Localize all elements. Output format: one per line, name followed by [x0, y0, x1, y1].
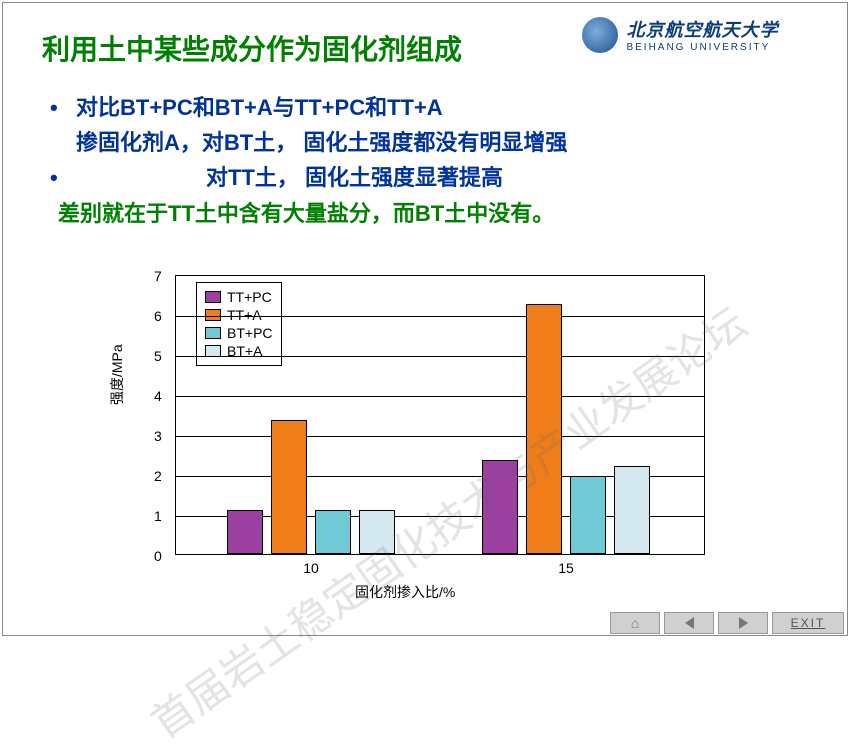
bar-BT+PC	[570, 476, 606, 554]
legend-item: BT+PC	[205, 325, 273, 341]
legend-label: TT+PC	[227, 289, 272, 305]
line4: 差别就在于TT土中含有大量盐分，而BT土中没有。	[58, 201, 554, 226]
gridline	[176, 316, 704, 317]
gridline	[176, 356, 704, 357]
x-axis-label: 固化剂掺入比/%	[355, 582, 455, 602]
logo-zh: 北京航空航天大学	[626, 16, 778, 42]
x-tick: 10	[303, 560, 319, 576]
legend-item: TT+A	[205, 307, 273, 323]
bar-BT+PC	[315, 510, 351, 554]
y-tick: 3	[154, 428, 162, 444]
legend-item: TT+PC	[205, 289, 273, 305]
legend-swatch	[205, 309, 221, 321]
y-tick: 7	[154, 268, 162, 284]
gridline	[176, 396, 704, 397]
bar-chart: 强度/MPa 固化剂掺入比/% TT+PCTT+ABT+PCBT+A 01234…	[115, 270, 715, 600]
y-tick: 4	[154, 388, 162, 404]
bar-TT+A	[526, 304, 562, 554]
legend-label: TT+A	[227, 307, 262, 323]
home-button[interactable]: ⌂	[610, 612, 660, 634]
line2: 掺固化剂A，对BT土， 固化土强度都没有明显增强	[76, 130, 567, 155]
plot-area: TT+PCTT+ABT+PCBT+A 012345671015	[175, 275, 705, 555]
logo-emblem-icon	[582, 17, 618, 53]
y-axis-label: 强度/MPa	[107, 344, 127, 405]
legend: TT+PCTT+ABT+PCBT+A	[196, 282, 282, 366]
bar-TT+PC	[227, 510, 263, 554]
y-tick: 2	[154, 468, 162, 484]
bar-BT+A	[359, 510, 395, 554]
next-button[interactable]	[718, 612, 768, 634]
exit-button[interactable]: EXIT	[772, 612, 844, 634]
bar-TT+A	[271, 420, 307, 554]
y-tick: 5	[154, 348, 162, 364]
home-icon: ⌂	[631, 615, 639, 631]
line3: 对TT土， 固化土强度显著提高	[206, 165, 503, 190]
nav-footer: ⌂ EXIT	[610, 612, 844, 634]
x-tick: 15	[558, 560, 574, 576]
bar-BT+A	[614, 466, 650, 554]
bar-TT+PC	[482, 460, 518, 554]
arrow-right-icon	[739, 617, 748, 629]
university-logo: 北京航空航天大学 BEIHANG UNIVERSITY	[582, 16, 822, 53]
y-tick: 6	[154, 308, 162, 324]
legend-swatch	[205, 291, 221, 303]
legend-swatch	[205, 327, 221, 339]
prev-button[interactable]	[664, 612, 714, 634]
logo-en: BEIHANG UNIVERSITY	[626, 42, 778, 53]
slide-title: 利用土中某些成分作为固化剂组成	[42, 28, 462, 68]
arrow-left-icon	[685, 617, 694, 629]
body-text: •对比BT+PC和BT+A与TT+PC和TT+A 掺固化剂A，对BT土， 固化土…	[50, 90, 810, 231]
y-tick: 0	[154, 548, 162, 564]
legend-label: BT+PC	[227, 325, 273, 341]
gridline	[176, 436, 704, 437]
line1: 对比BT+PC和BT+A与TT+PC和TT+A	[76, 95, 443, 120]
y-tick: 1	[154, 508, 162, 524]
